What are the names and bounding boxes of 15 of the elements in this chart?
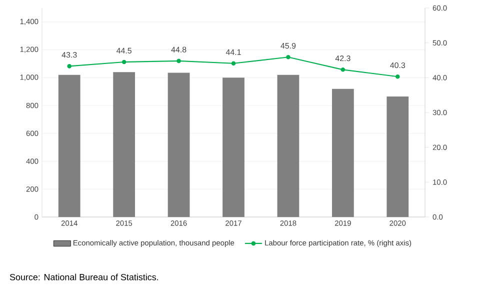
point [122,60,126,64]
bar [277,74,300,217]
bar [168,72,190,217]
bar [332,88,354,217]
point [396,74,400,79]
bar [113,72,136,217]
bar [58,74,80,217]
point [176,58,181,64]
point [67,64,72,68]
point [340,68,346,72]
point [286,54,290,60]
bar [386,96,409,217]
point [231,61,236,66]
bar [222,78,244,217]
source-note: Source: National Bureau of Statistics. [10,274,158,280]
